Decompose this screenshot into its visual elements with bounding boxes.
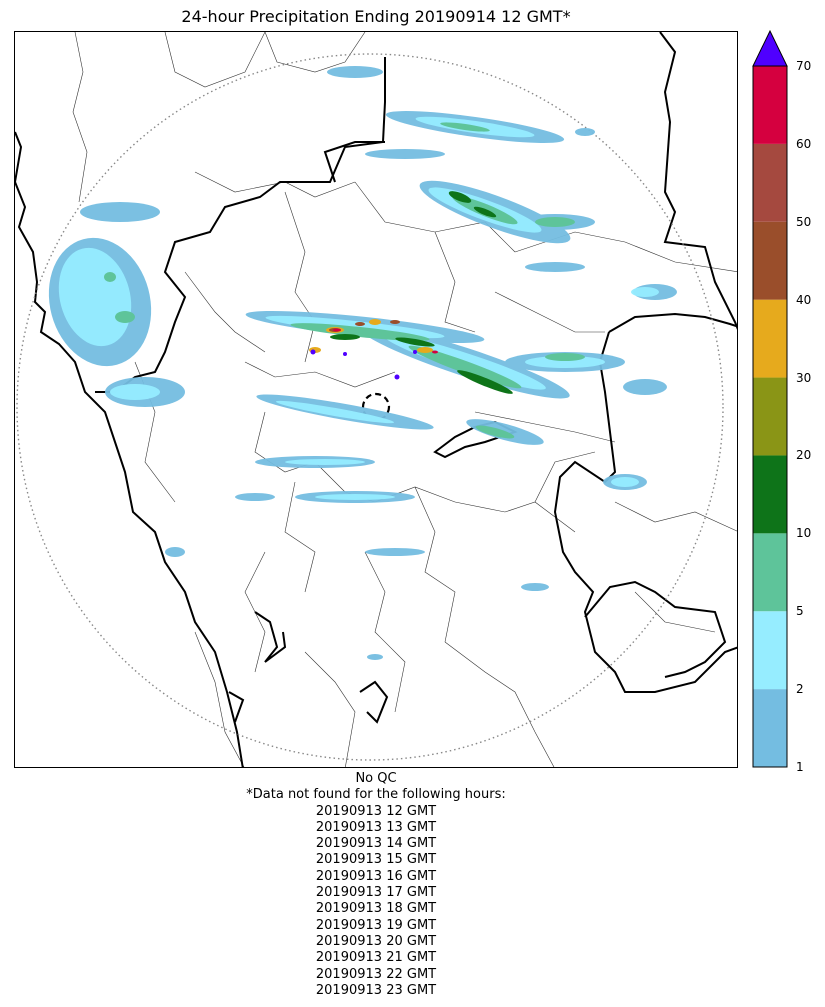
missing-data-header: *Data not found for the following hours: (246, 787, 506, 803)
colorbar-tick-label: 50 (796, 214, 812, 229)
missing-hour: 20190913 17 GMT (315, 885, 437, 901)
colorbar-segment (753, 66, 787, 144)
qc-note: No QC (355, 771, 397, 786)
colorbar-segment (753, 689, 787, 767)
missing-hours-list: 20190913 12 GMT 20190913 13 GMT 20190913 1… (14, 804, 738, 1000)
missing-hour: 20190913 15 GMT (315, 852, 437, 868)
colorbar-tick-label: 1 (796, 760, 804, 774)
colorbar-tick-label: 2 (796, 682, 804, 697)
colorbar-tick-label: 60 (796, 136, 812, 151)
missing-hour: 20190913 19 GMT (315, 917, 437, 933)
precipitation-fields (48, 66, 677, 660)
missing-hour: 20190913 22 GMT (315, 966, 437, 982)
colorbar-over-triangle (752, 30, 788, 67)
colorbar-tick-label: 10 (796, 526, 812, 541)
colorbar-segment (753, 221, 787, 300)
colorbar-tick-label: 40 (796, 292, 812, 307)
radar-precip-map (15, 32, 737, 767)
colorbar-tick-label: 70 (796, 59, 812, 73)
colorbar-tick-label: 5 (796, 604, 804, 619)
footnotes: No QC *Data not found for the following … (14, 771, 738, 999)
missing-hour: 20190913 21 GMT (315, 950, 437, 966)
missing-hour: 20190913 18 GMT (315, 901, 437, 917)
missing-hour: 20190913 23 GMT (315, 982, 437, 998)
map-title: 24-hour Precipitation Ending 20190914 12… (181, 7, 571, 26)
colorbar-tick-label: 20 (796, 448, 812, 463)
colorbar-segment (753, 299, 787, 378)
colorbar-segment (753, 377, 787, 456)
colorbar-segment (753, 143, 787, 222)
radar-range-ring (16, 53, 724, 761)
colorbar-segment (753, 533, 787, 612)
missing-hour: 20190913 12 GMT (315, 803, 437, 819)
colorbar-segment (753, 611, 787, 690)
missing-hour: 20190913 13 GMT (315, 819, 437, 835)
colorbar-segment (753, 455, 787, 534)
missing-hour: 20190913 20 GMT (315, 933, 437, 949)
state-boundaries (15, 32, 737, 767)
colorbar (752, 30, 788, 768)
missing-hour: 20190913 14 GMT (315, 836, 437, 852)
colorbar-tick-label: 30 (796, 370, 812, 385)
missing-hour: 20190913 16 GMT (315, 868, 437, 884)
radar-map (14, 31, 738, 768)
